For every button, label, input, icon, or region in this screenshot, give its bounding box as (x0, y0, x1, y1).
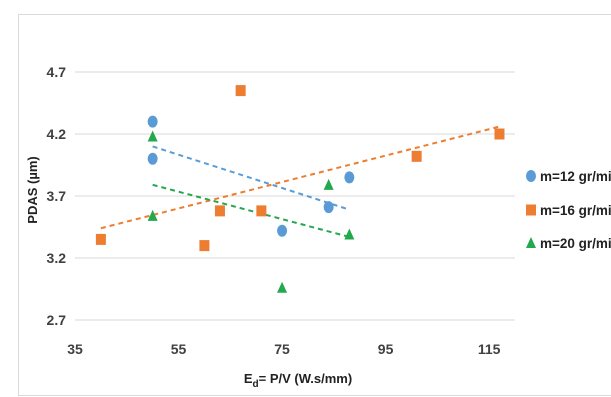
data-point-series-1 (277, 224, 288, 237)
legend-label-1: m=12 gr/min (540, 169, 611, 184)
trendline-series-3 (152, 183, 350, 238)
trendline-series-1 (152, 145, 350, 211)
data-point-series-1 (147, 152, 158, 165)
y-tick-label: 3.2 (47, 250, 67, 266)
data-point-series-3 (344, 228, 355, 240)
y-tick-label: 4.2 (47, 126, 67, 142)
data-point-series-2 (256, 205, 267, 217)
legend-marker-2 (526, 204, 536, 216)
x-tick-label: 55 (171, 341, 187, 357)
x-tick-labels: 35 55 75 95 115 (67, 341, 500, 357)
data-point-series-3 (147, 209, 158, 221)
data-point-series-2 (235, 85, 246, 97)
chart-frame (18, 14, 611, 396)
x-axis-title: Ed= P/V (W.s/mm) (244, 371, 352, 390)
x-axis-title-rest: = P/V (W.s/mm) (259, 371, 353, 386)
legend-label-2: m=16 gr/min (540, 203, 611, 218)
data-point-series-3 (323, 178, 334, 190)
data-point-series-2 (199, 240, 210, 252)
data-point-series-3 (147, 130, 158, 142)
x-tick-label: 95 (378, 341, 394, 357)
data-point-series-2 (411, 150, 422, 162)
data-point-series-2 (494, 128, 505, 140)
trendlines (100, 125, 500, 238)
y-tick-labels: 2.7 3.2 3.7 4.2 4.7 (47, 64, 67, 328)
x-axis-title-main: E (244, 371, 253, 386)
y-tick-label: 3.7 (47, 188, 67, 204)
data-points (95, 85, 505, 293)
legend-label-3: m=20 gr/min (540, 236, 611, 251)
legend: m=12 gr/min m=16 gr/min m=20 gr/min (526, 169, 611, 251)
x-axis-title-subscript: d (253, 379, 259, 390)
data-point-series-1 (147, 115, 158, 128)
y-tick-label: 4.7 (47, 64, 67, 80)
y-axis-title: PDAS (µm) (25, 156, 40, 223)
data-point-series-2 (95, 233, 106, 245)
legend-marker-1 (526, 170, 536, 182)
data-point-series-3 (277, 281, 288, 293)
data-point-series-2 (214, 205, 225, 217)
data-point-series-1 (344, 171, 355, 184)
x-tick-label: 35 (67, 341, 83, 357)
legend-marker-3 (526, 237, 536, 248)
y-tick-label: 2.7 (47, 312, 67, 328)
data-point-series-1 (323, 201, 334, 214)
trendline-series-2 (100, 125, 500, 230)
gridlines (75, 71, 515, 321)
x-tick-label: 115 (478, 341, 501, 357)
x-tick-label: 75 (274, 341, 290, 357)
